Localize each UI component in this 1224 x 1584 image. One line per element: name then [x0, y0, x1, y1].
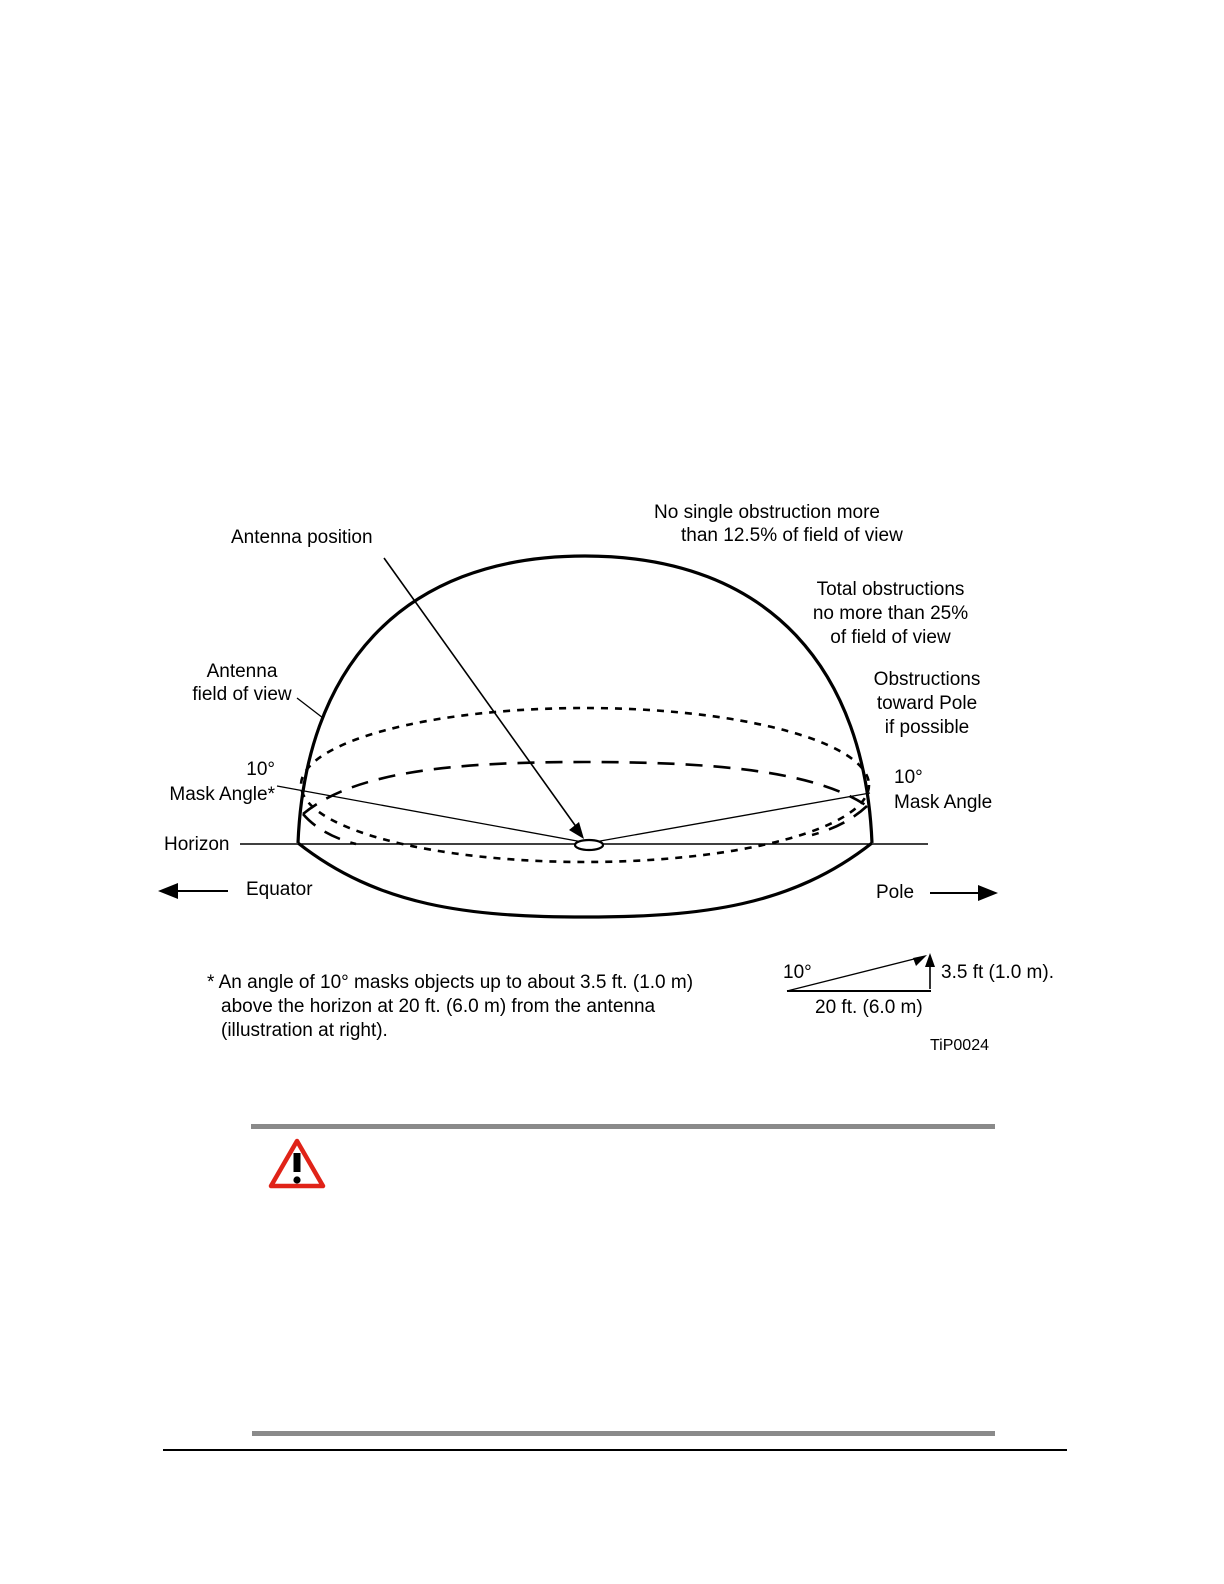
pole-label: Pole — [876, 882, 915, 903]
antenna-marker — [573, 838, 605, 852]
antenna-fov-line1: Antenna — [206, 661, 278, 682]
horizon-circle-dotted — [299, 706, 871, 864]
equator-label: Equator — [246, 879, 313, 900]
mask-angle-line-right — [588, 792, 871, 844]
mask-angle-circle-dashed — [302, 760, 868, 846]
obstructions-toward-pole-line1: Obstructions — [873, 669, 981, 690]
total-obstructions-line2: no more than 25% — [812, 603, 969, 624]
antenna-fov-line2: field of view — [192, 684, 292, 705]
no-single-obstruction-label-line1: No single obstruction more — [654, 502, 880, 523]
antenna-fov-label: Antenna field of view — [172, 660, 312, 706]
mask-angle-right-line1: 10° — [894, 767, 923, 788]
mask-angle-left-line1: 10° — [246, 759, 275, 780]
divider-bar-bottom — [252, 1431, 995, 1436]
example-rise-label: 3.5 ft (1.0 m). — [941, 962, 1054, 983]
mask-angle-right-line2: Mask Angle — [894, 792, 993, 813]
obstructions-toward-pole-line3: if possible — [884, 717, 970, 738]
example-angle-label: 10° — [783, 962, 812, 983]
antenna-pointer-arrow — [383, 557, 584, 839]
total-obstructions-line1: Total obstructions — [816, 579, 965, 600]
footnote-line3: (illustration at right). — [221, 1020, 388, 1041]
figure-id-label: TiP0024 — [930, 1037, 989, 1054]
mask-example-triangle — [786, 953, 935, 992]
mask-angle-left-line2: Mask Angle* — [169, 784, 275, 805]
warning-triangle-icon — [268, 1138, 326, 1189]
footnote-line1: * An angle of 10° masks objects up to ab… — [207, 972, 694, 993]
divider-bar-top — [251, 1124, 995, 1129]
obstructions-toward-pole-line2: toward Pole — [876, 693, 978, 714]
antenna-position-label: Antenna position — [231, 527, 373, 548]
fov-pointer-line — [296, 697, 324, 719]
no-single-obstruction-label-line2: than 12.5% of field of view — [681, 525, 903, 546]
obstructions-toward-pole-label: Obstructions toward Pole if possible — [852, 668, 1002, 740]
footer-rule — [163, 1449, 1067, 1451]
horizon-label: Horizon — [164, 834, 230, 855]
footnote-line2: above the horizon at 20 ft. (6.0 m) from… — [221, 996, 656, 1017]
mask-angle-right-label: 10° Mask Angle — [894, 765, 992, 815]
mask-angle-line-left — [276, 785, 589, 844]
antenna-dome-outline — [296, 554, 874, 919]
example-run-label: 20 ft. (6.0 m) — [815, 997, 923, 1018]
total-obstructions-line3: of field of view — [830, 627, 951, 648]
equator-arrow — [158, 883, 228, 899]
total-obstructions-label: Total obstructions no more than 25% of f… — [793, 578, 988, 650]
pole-arrow — [930, 885, 998, 901]
mask-angle-footnote: * An angle of 10° masks objects up to ab… — [207, 971, 693, 1043]
mask-angle-left-label: 10° Mask Angle* — [150, 757, 275, 807]
